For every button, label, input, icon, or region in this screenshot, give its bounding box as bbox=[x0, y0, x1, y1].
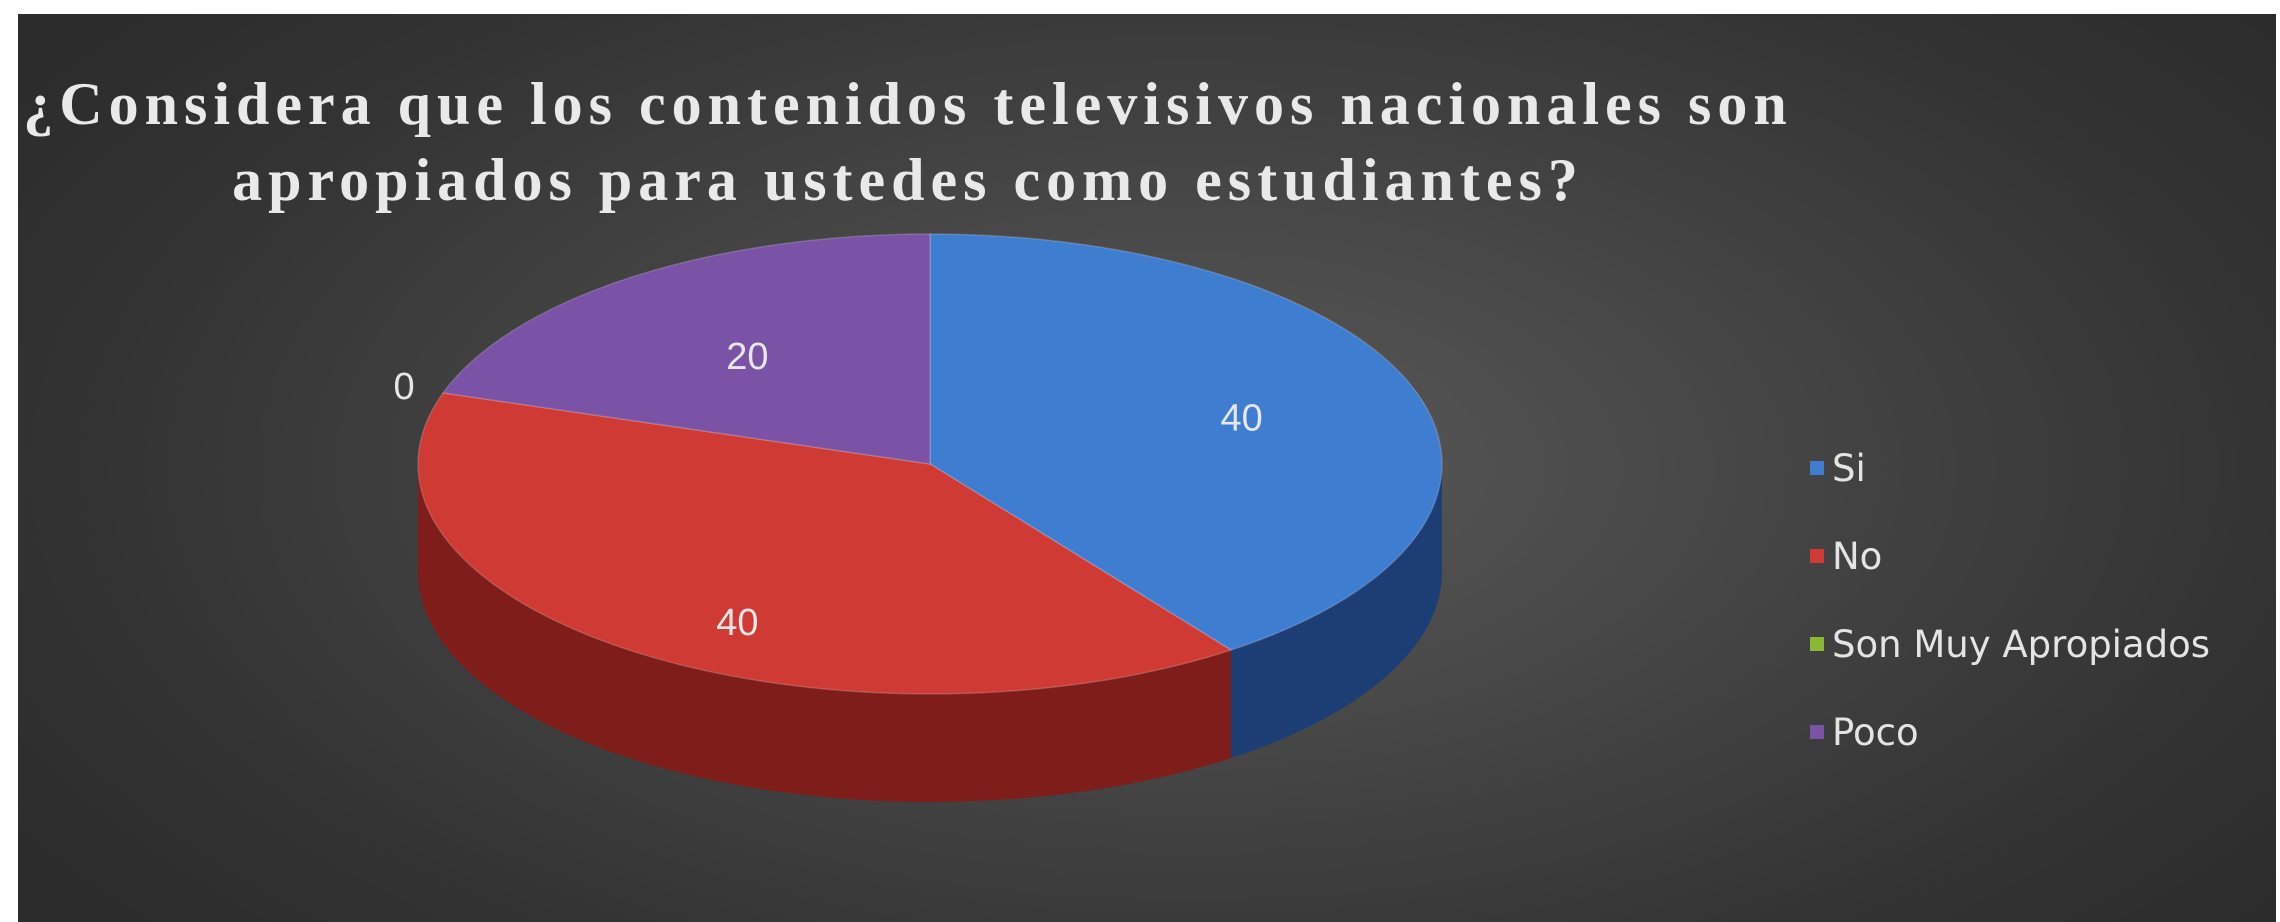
pie-slice-si bbox=[929, 233, 1443, 651]
legend-item-si: Si bbox=[1810, 424, 2210, 512]
data-label-poco: 20 bbox=[726, 336, 768, 378]
chart-title-line-2: apropiados para ustedes como estudiantes… bbox=[232, 147, 1584, 213]
chart-area: ¿Considera que los contenidos televisivo… bbox=[18, 14, 2276, 922]
legend-swatch-son-muy-apropiados bbox=[1810, 637, 1824, 651]
pie-sides bbox=[418, 464, 1442, 802]
pie-data-labels: 40 40 0 20 bbox=[394, 336, 1263, 644]
legend-item-son-muy-apropiados: Son Muy Apropiados bbox=[1810, 600, 2210, 688]
legend-label-poco: Poco bbox=[1832, 710, 1919, 754]
legend: Si No Son Muy Apropiados Poco bbox=[1810, 424, 2210, 776]
legend-swatch-si bbox=[1810, 461, 1824, 475]
pie-chart: 40 40 0 20 bbox=[394, 233, 1443, 802]
pie-side-no bbox=[418, 464, 1231, 802]
chart-title: ¿Considera que los contenidos televisivo… bbox=[18, 66, 1798, 218]
pie-slices bbox=[417, 233, 1443, 695]
legend-label-si: Si bbox=[1832, 446, 1866, 490]
legend-item-no: No bbox=[1810, 512, 2210, 600]
data-label-si: 40 bbox=[1220, 398, 1262, 440]
legend-swatch-poco bbox=[1810, 725, 1824, 739]
legend-item-poco: Poco bbox=[1810, 688, 2210, 776]
chart-title-line-1: ¿Considera que los contenidos televisivo… bbox=[23, 71, 1793, 137]
pie-slice-no bbox=[417, 392, 1233, 695]
legend-label-son-muy-apropiados: Son Muy Apropiados bbox=[1832, 622, 2211, 666]
pie-slice-poco bbox=[441, 233, 931, 465]
pie-side-si bbox=[1230, 464, 1442, 759]
data-label-son-muy-apropiados: 0 bbox=[394, 366, 415, 408]
data-label-no: 40 bbox=[716, 602, 758, 644]
legend-label-no: No bbox=[1832, 534, 1883, 578]
legend-swatch-no bbox=[1810, 549, 1824, 563]
